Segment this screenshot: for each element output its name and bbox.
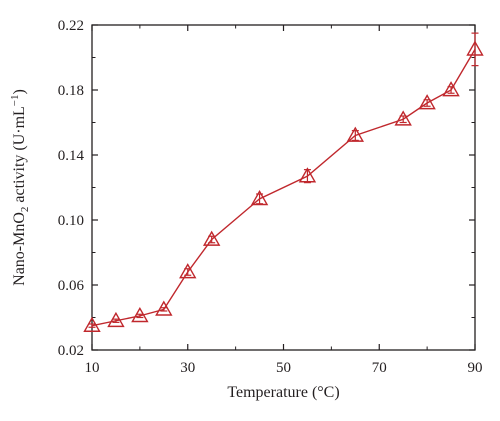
data-point-marker xyxy=(131,306,149,323)
data-point-marker xyxy=(298,167,317,183)
y-tick-label: 0.06 xyxy=(58,278,85,294)
y-axis-title-superscript: −1 xyxy=(9,94,21,106)
y-axis-title-middle: activity (U·mL xyxy=(11,106,28,206)
y-axis-title-subscript: 2 xyxy=(19,207,31,213)
y-tick-label: 0.14 xyxy=(58,148,85,164)
data-point-marker xyxy=(179,263,197,279)
x-tick-label: 70 xyxy=(372,360,387,376)
y-tick-label: 0.10 xyxy=(58,213,84,229)
x-tick-label: 10 xyxy=(85,360,100,376)
y-axis-title-prefix: Nano-MnO xyxy=(11,212,28,286)
data-point-marker xyxy=(107,311,125,328)
data-point-marker xyxy=(202,230,221,246)
y-tick-label: 0.22 xyxy=(58,18,84,34)
series-line xyxy=(91,49,476,327)
y-axis-title-suffix: ) xyxy=(11,89,28,94)
x-tick-label: 90 xyxy=(468,360,483,376)
y-tick-label: 0.18 xyxy=(58,83,84,99)
y-axis-title: Nano-MnO2 activity (U·mL−1) xyxy=(9,89,31,286)
data-point-marker xyxy=(346,126,365,142)
y-tick-label: 0.02 xyxy=(58,343,84,359)
x-tick-label: 50 xyxy=(276,360,291,376)
x-axis-title: Temperature (°C) xyxy=(227,384,339,401)
series-layer xyxy=(83,32,484,332)
axis-ticks: 10 30 50 70 90 0.02 0.06 0.10 0.14 0.18 0.22 xyxy=(58,18,483,376)
data-point-marker xyxy=(466,40,484,56)
data-point-marker xyxy=(394,110,412,126)
data-point-marker xyxy=(83,316,101,332)
data-point-marker xyxy=(155,300,173,316)
x-tick-label: 30 xyxy=(180,360,195,376)
data-point-marker xyxy=(250,189,269,206)
data-point-marker xyxy=(442,81,460,97)
data-point-marker xyxy=(418,94,436,110)
